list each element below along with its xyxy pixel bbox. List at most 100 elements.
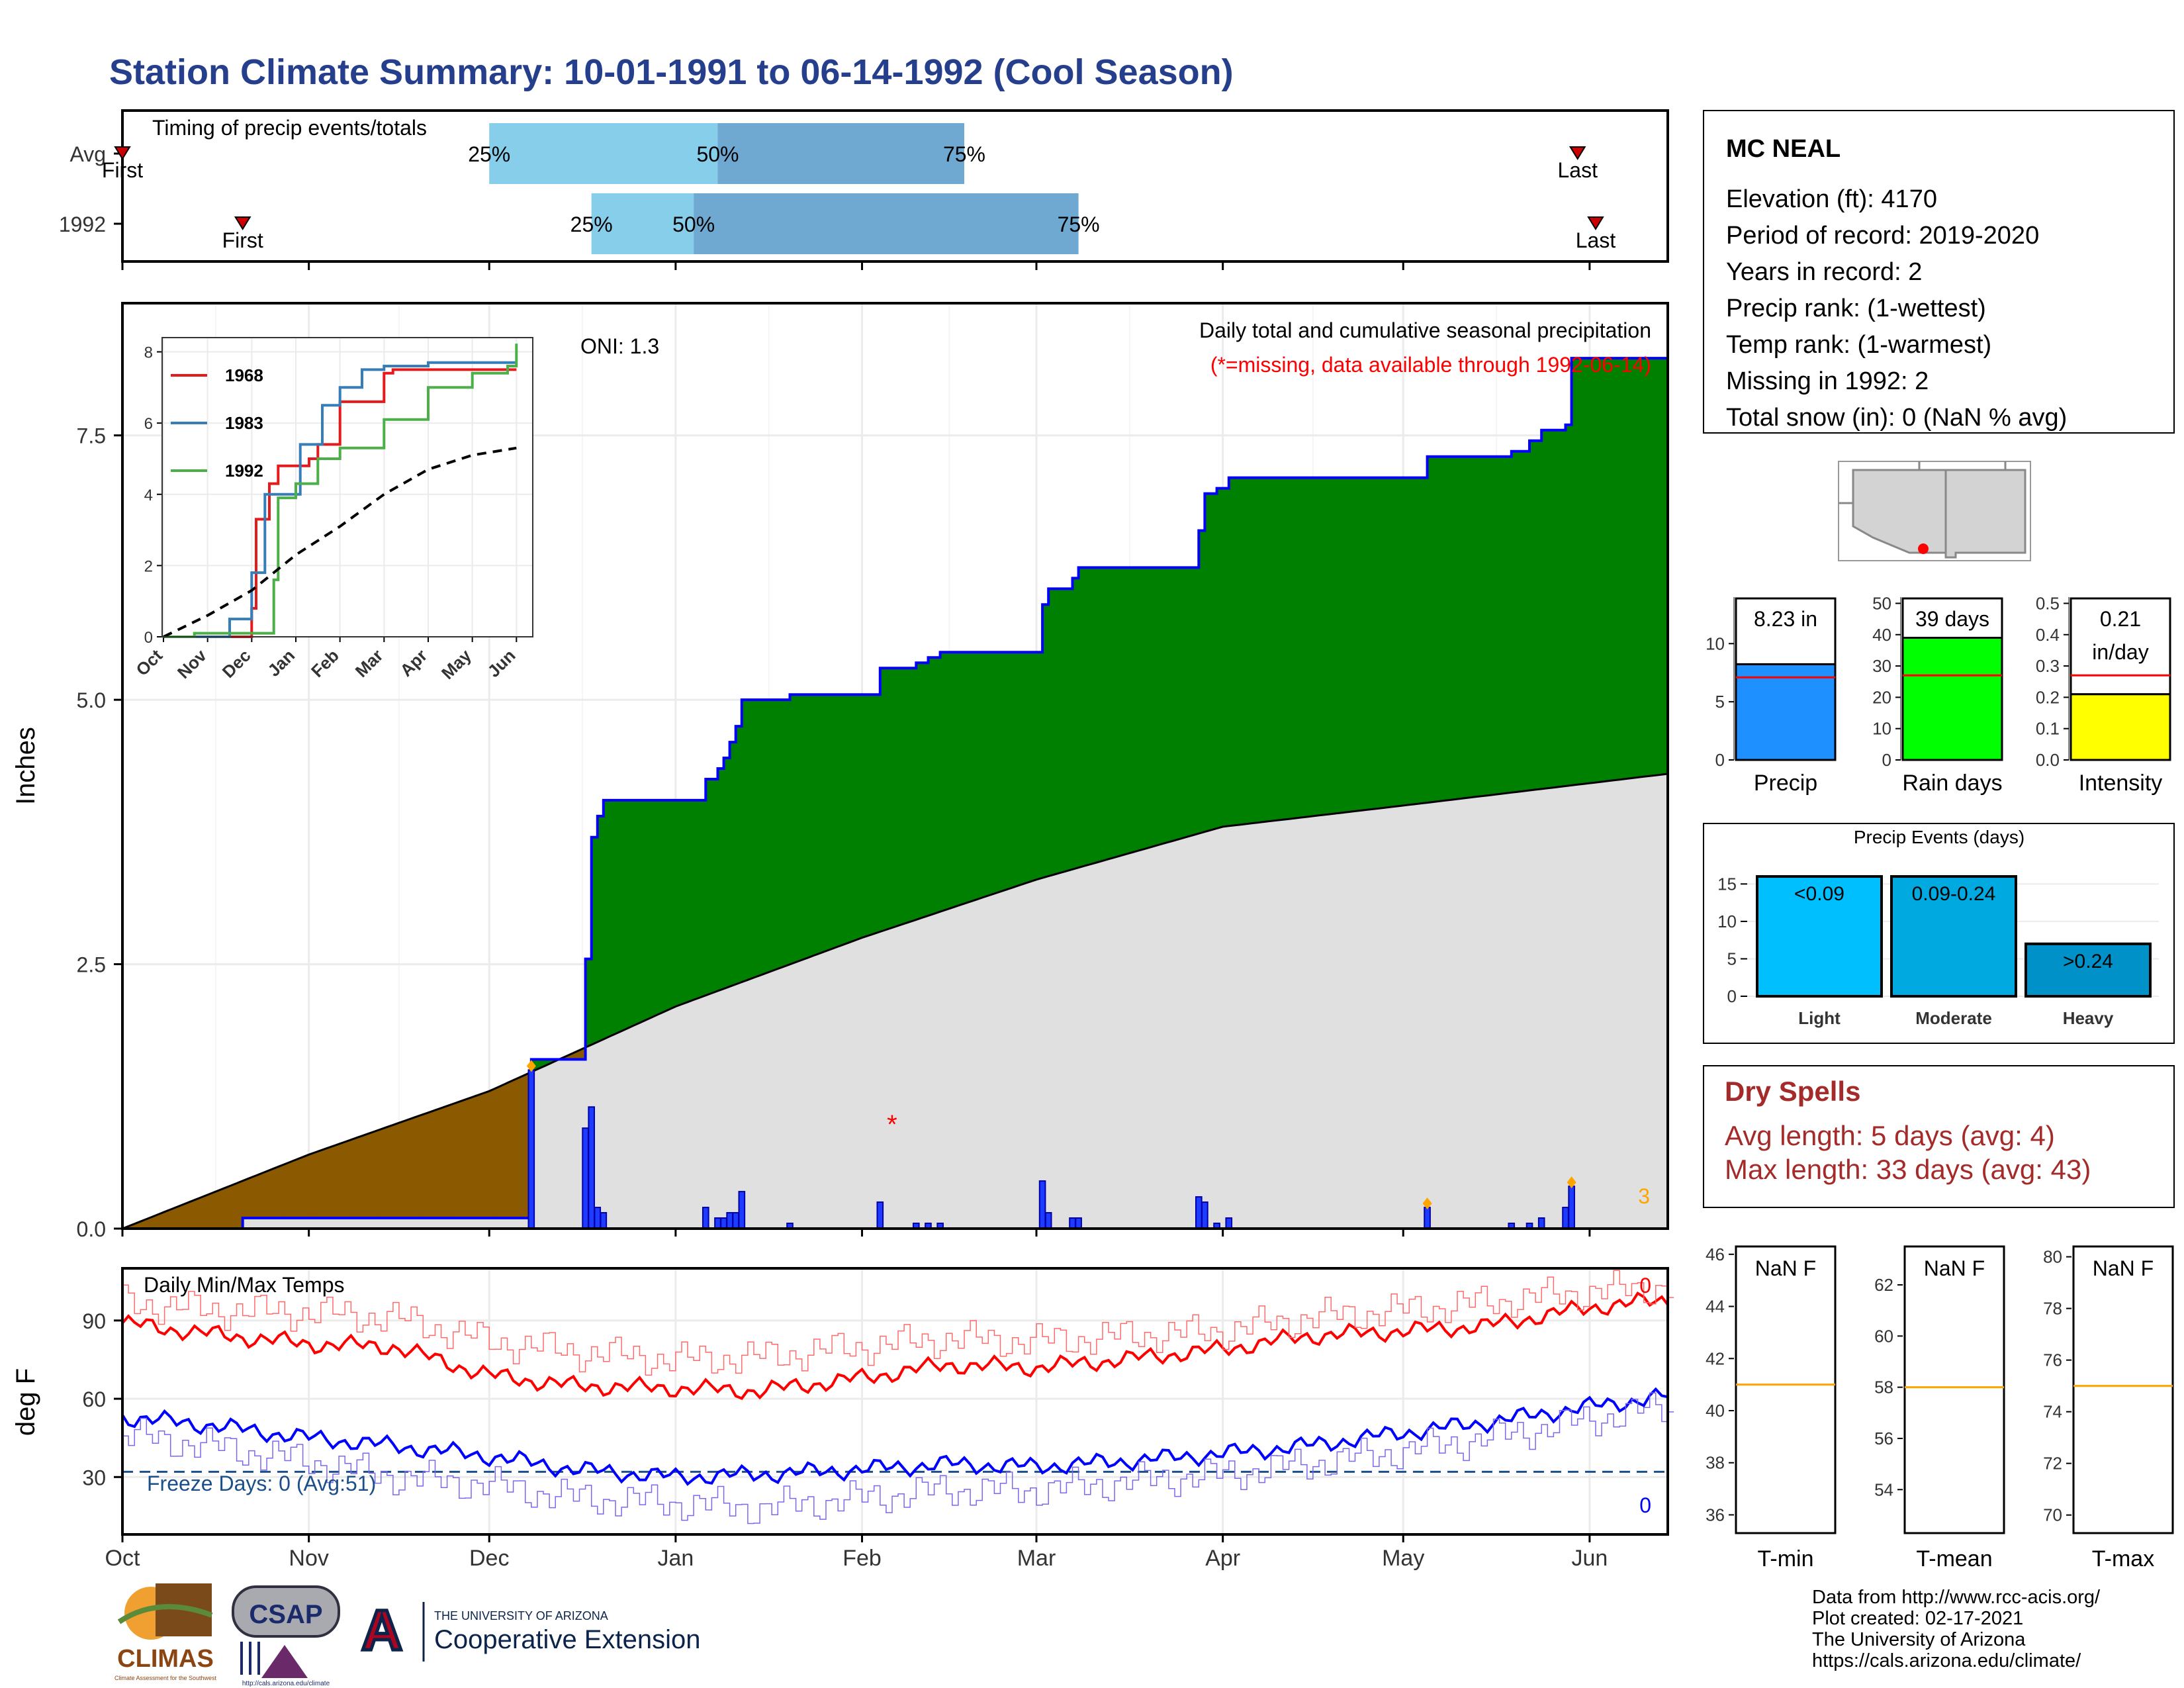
timing-q75-label: 75% (1058, 212, 1100, 236)
temp-bar-tick-label: 72 (2043, 1454, 2062, 1474)
timing-bar-upper (717, 123, 964, 184)
x-tick-label: Jan (657, 1546, 694, 1571)
timing-q50-label: 50% (696, 142, 739, 166)
daily-precip-bar (714, 1217, 721, 1229)
timing-last-marker-icon (1587, 216, 1604, 230)
ua-block-a-background (363, 1601, 401, 1654)
x-tick-label: Nov (289, 1546, 328, 1571)
temp-bar-tick-label: 58 (1874, 1378, 1893, 1397)
summary-bar-precip (1735, 663, 1837, 761)
date-x-axis: Oct Nov Dec Jan Feb Mar Apr May Jun (105, 1534, 1608, 1571)
temp-bar-tick-label: 36 (1706, 1505, 1725, 1524)
summary-bar-value-label: 8.23 in (1754, 607, 1817, 631)
inset-y-tick-label: 2 (144, 557, 153, 575)
summary-bar-tick-label: 0 (1715, 750, 1725, 770)
timing-last-label: Last (1557, 158, 1598, 182)
daily-precip-bar (1201, 1201, 1208, 1229)
station-snow: Total snow (in): 0 (NaN % avg) (1726, 404, 2067, 432)
precip-y-tick-label: 2.5 (77, 953, 106, 977)
temp-panel-frame (121, 1267, 1669, 1536)
temp-panel-title: Daily Min/Max Temps (144, 1273, 344, 1297)
temp-bar-value-label: NaN F (2093, 1256, 2154, 1280)
timing-bar-lower (489, 123, 718, 184)
x-tick-label: Feb (842, 1546, 882, 1571)
inset-y-tick-label: 4 (144, 487, 153, 504)
temp-bar-tick-label: 76 (2043, 1350, 2062, 1370)
inset-legend-label: 1992 (225, 461, 263, 481)
summary-bar-frame (1901, 597, 2003, 639)
summary-bar-tick-label: 0.4 (2036, 625, 2060, 645)
temp-series-min-1992 (122, 1392, 1674, 1524)
events-y-tick-label: 0 (1727, 986, 1737, 1006)
events-y-tick-label: 5 (1727, 949, 1737, 968)
summary-bar-tick-label: 0.3 (2036, 656, 2060, 676)
temp-series-max-1992 (122, 1270, 1674, 1376)
temp-panel-background (122, 1268, 1668, 1534)
inset-average-line (163, 446, 517, 638)
summary-bar-tick-label: 0.5 (2036, 593, 2060, 613)
events-bar-label: <0.09 (1794, 883, 1844, 905)
temp-bar-tick-label: 80 (2043, 1247, 2062, 1267)
csap-mountain-icon (261, 1645, 308, 1678)
credit-university: The University of Arizona (1812, 1629, 2026, 1650)
timing-first-marker-icon (234, 216, 251, 230)
precip-cumulative-line (122, 357, 1668, 1230)
precip-marker-icon (1422, 1197, 1432, 1210)
daily-precip-bar (876, 1201, 884, 1229)
summary-bar-tick-label: 20 (1872, 687, 1891, 707)
daily-precip-bar (720, 1217, 727, 1229)
timing-last-label: Last (1576, 228, 1616, 252)
inset-y-tick-label: 0 (144, 629, 153, 647)
inset-frame (161, 337, 533, 637)
precip-corner-count: 3 (1638, 1184, 1650, 1208)
inset-series-line-1968 (163, 368, 517, 638)
ua-block-a-icon: A (361, 1599, 402, 1662)
precip-panel-frame (121, 302, 1669, 1230)
summary-bar-tick-label: 10 (1706, 633, 1725, 653)
x-tick-label: Apr (1205, 1546, 1240, 1571)
summary-bar-label: Precip (1754, 771, 1817, 796)
summary-bar-tick-label: 0.1 (2036, 719, 2060, 739)
dry-spells-frame (1703, 1065, 2175, 1208)
climas-wordmark: CLIMAS (117, 1645, 214, 1673)
inset-legend-label: 1968 (225, 365, 263, 385)
csap-url: http://cals.arizona.edu/climate (242, 1680, 330, 1687)
timing-row-label: Avg (69, 142, 106, 166)
temp-bar-tick-label: 62 (1874, 1275, 1893, 1295)
summary-bar-value-label: 0.21 (2100, 607, 2141, 631)
dry-spells-box: Dry Spells Avg length: 5 days (avg: 4) M… (1703, 1065, 2175, 1208)
inset-series-line-1983 (163, 361, 517, 638)
timing-bar-lower (591, 193, 694, 254)
inset-legend-label: 1983 (225, 413, 263, 433)
summary-bar-tick-label: 0.0 (2036, 750, 2060, 770)
x-tick-label: May (1382, 1546, 1424, 1571)
station-precip-rank: Precip rank: (1-wettest) (1726, 295, 1986, 322)
coop-university: THE UNIVERSITY OF ARIZONA (434, 1609, 608, 1622)
daily-precip-bar (588, 1106, 595, 1229)
csap-rain-icon (240, 1642, 260, 1675)
temp-min-count: 0 (1639, 1493, 1651, 1517)
summary-bar-tick-label: 5 (1715, 692, 1725, 712)
inset-background (162, 338, 533, 637)
summary-bars: 0 5 10 8.23 in Precip 0 10 20 30 40 50 39 days Rain … (1706, 593, 2171, 796)
timing-panel-label: Timing of precip events/totals (152, 116, 427, 140)
temp-bar-label: T-max (2092, 1546, 2154, 1571)
credits: Data from http://www.rcc-acis.org/ Plot … (1812, 1587, 2101, 1671)
events-y-tick-label: 15 (1717, 874, 1737, 894)
temp-bar-label: T-min (1758, 1546, 1814, 1571)
temp-bar-frame (1903, 1245, 2005, 1534)
events-bar-moderate (1890, 875, 2017, 998)
temp-series-max-avg (121, 1291, 1669, 1401)
cooperative-extension-logo: A THE UNIVERSITY OF ARIZONA Cooperative … (359, 1597, 700, 1664)
temp-max-count: 0 (1639, 1274, 1651, 1297)
temp-bar-tick-label: 56 (1874, 1429, 1893, 1448)
precip-panel-title: Daily total and cumulative seasonal prec… (1199, 318, 1651, 342)
summary-bar-tick-label: 0 (1882, 750, 1891, 770)
climas-logo: CLIMAS Climate Assessment for the Southw… (114, 1583, 217, 1681)
new-mexico-state-shape (1944, 469, 2026, 559)
summary-bar-tick-label: 50 (1872, 593, 1891, 613)
summary-bar-rain-days (1901, 637, 2003, 761)
station-location-dot (1918, 543, 1929, 554)
summary-bar-tick-label: 30 (1872, 656, 1891, 676)
temp-bar-tick-label: 54 (1874, 1479, 1893, 1499)
